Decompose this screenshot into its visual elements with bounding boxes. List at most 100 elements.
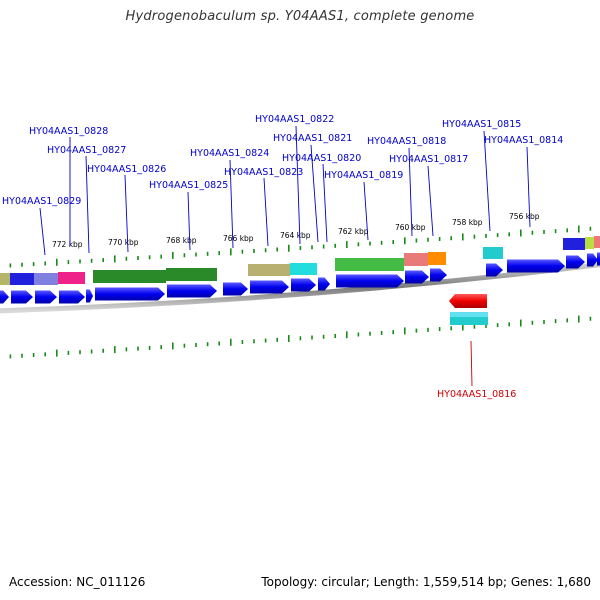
tick-mark (578, 225, 580, 233)
gene-arrow[interactable] (11, 290, 33, 304)
gene-label[interactable]: HY04AAS1_0829 (2, 196, 81, 207)
tick-mark (496, 233, 499, 238)
tick-mark (183, 253, 186, 258)
tick-mark (206, 251, 209, 256)
gene-arrow[interactable] (223, 282, 248, 296)
gene-arrow[interactable] (507, 259, 565, 273)
gene-arrow[interactable] (336, 274, 404, 288)
gene-arrow[interactable] (95, 287, 165, 301)
gene-arrow[interactable] (59, 290, 85, 304)
tick-mark (125, 347, 128, 352)
tick-mark (508, 232, 510, 237)
tick-mark (102, 258, 104, 263)
kbp-label: 760 kbp (395, 223, 426, 232)
leader-line (295, 125, 301, 245)
tick-mark (415, 238, 418, 243)
tick-mark (90, 349, 93, 354)
leader-line (187, 191, 191, 251)
gene-label[interactable]: HY04AAS1_0819 (324, 170, 403, 181)
tick-mark (415, 328, 418, 333)
kbp-label: 762 kbp (338, 227, 369, 236)
tick-mark (137, 256, 139, 261)
kbp-label: 756 kbp (509, 212, 540, 221)
tick-mark (9, 263, 12, 268)
tick-mark (288, 335, 290, 343)
tick-mark (357, 242, 360, 247)
gene-label[interactable]: HY04AAS1_0821 (273, 133, 352, 144)
tick-mark (230, 248, 232, 256)
gene-label[interactable]: HY04AAS1_0823 (224, 167, 303, 178)
tick-mark (183, 343, 186, 348)
gene-arrow[interactable] (86, 289, 93, 303)
reverse-strand-genes[interactable] (449, 294, 488, 325)
gene-label[interactable]: HY04AAS1_0817 (389, 154, 468, 165)
tick-mark (485, 233, 487, 238)
tick-mark (520, 229, 522, 237)
gene-arrow[interactable] (486, 263, 503, 277)
gene-label[interactable]: HY04AAS1_0825 (149, 180, 228, 191)
gene-arrow[interactable] (0, 290, 9, 304)
gene-label[interactable]: HY04AAS1_0827 (47, 145, 126, 156)
gene-arrow-selected[interactable] (449, 294, 487, 308)
tick-mark (357, 332, 360, 337)
gene-label[interactable]: HY04AAS1_0815 (442, 119, 521, 130)
tick-mark (427, 237, 429, 242)
gene-arrow[interactable] (318, 277, 330, 291)
tick-mark (462, 323, 464, 331)
tick-mark (334, 334, 336, 339)
tick-mark (79, 350, 81, 355)
gene-labels[interactable]: HY04AAS1_0828 HY04AAS1_0827 HY04AAS1_082… (2, 114, 563, 400)
tick-mark (520, 319, 522, 327)
tick-mark (206, 342, 209, 347)
tick-mark (346, 241, 348, 249)
leader-line (526, 146, 531, 228)
tick-mark (346, 331, 348, 339)
forward-strand-genes[interactable] (0, 252, 600, 304)
outer-tick-ring (9, 225, 592, 268)
gene-arrow[interactable] (250, 280, 289, 294)
leader-line (39, 207, 46, 256)
tick-mark (462, 233, 464, 241)
kbp-label: 766 kbp (223, 234, 254, 243)
tick-mark (566, 318, 568, 323)
gene-arrow[interactable] (35, 290, 57, 304)
tick-mark (21, 262, 23, 267)
tick-mark (264, 338, 267, 343)
kbp-label: 772 kbp (52, 240, 83, 249)
gene-label[interactable]: HY04AAS1_0820 (282, 153, 361, 164)
tick-mark (90, 258, 93, 263)
tick-mark (148, 255, 151, 260)
tick-mark (32, 353, 35, 358)
tick-mark (392, 330, 394, 335)
gene-label[interactable]: HY04AAS1_0818 (367, 136, 446, 147)
gene-arrow[interactable] (291, 278, 316, 292)
tick-mark (67, 260, 70, 265)
tick-mark (44, 352, 46, 357)
genome-title: Hydrogenobaculum sp. Y04AAS1, complete g… (125, 9, 475, 24)
tick-mark (56, 349, 58, 357)
tick-mark (322, 244, 325, 249)
gene-label[interactable]: HY04AAS1_0814 (484, 135, 563, 146)
tick-mark (253, 339, 255, 344)
gene-label[interactable]: HY04AAS1_0828 (29, 126, 108, 137)
gene-label-selected[interactable]: HY04AAS1_0816 (437, 389, 516, 400)
gene-arrow[interactable] (566, 255, 585, 269)
tick-mark (160, 345, 162, 350)
gene-label[interactable]: HY04AAS1_0824 (190, 148, 269, 159)
gene-label[interactable]: HY04AAS1_0822 (255, 114, 334, 125)
tick-mark (427, 327, 429, 332)
gene-arrow[interactable] (597, 252, 600, 266)
tick-mark (276, 337, 278, 342)
tick-mark (253, 248, 255, 253)
gene-label[interactable]: HY04AAS1_0826 (87, 164, 166, 175)
gene-arrow[interactable] (430, 268, 447, 282)
gene-arrow[interactable] (405, 270, 429, 284)
gene-arrow[interactable] (587, 253, 598, 267)
tick-mark (404, 237, 406, 245)
tick-mark (32, 262, 35, 267)
gene-arrow[interactable] (167, 284, 217, 298)
tick-mark (508, 322, 510, 327)
tick-mark (404, 327, 406, 335)
leader-line (124, 174, 129, 253)
